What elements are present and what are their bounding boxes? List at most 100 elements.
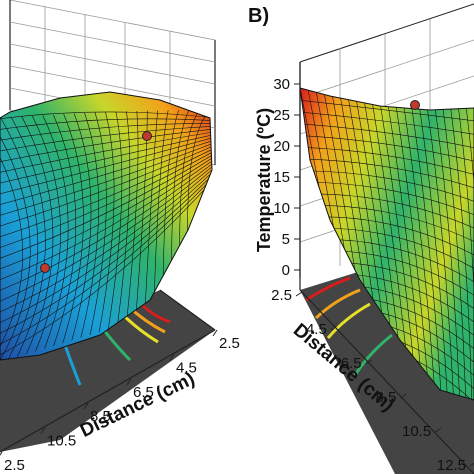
mesh-line	[449, 105, 473, 400]
panel-b-z-axis: 0 5 10 15 20 25 30 Temperature (ºC)	[254, 62, 301, 290]
mesh-line	[98, 111, 115, 333]
x-tick-mark	[295, 291, 303, 297]
mesh-line	[52, 114, 77, 347]
mesh-line	[0, 175, 212, 350]
mesh-line	[0, 128, 212, 164]
x-tick-label: 10.5	[47, 433, 76, 450]
z-tick-label: 10	[273, 200, 290, 217]
mesh-line	[21, 116, 54, 355]
mesh-line	[11, 117, 46, 357]
mesh-line	[126, 110, 139, 325]
data-point	[142, 131, 152, 141]
mesh-line	[71, 113, 92, 341]
mesh-line	[0, 111, 212, 121]
x-tick-mark	[400, 393, 407, 399]
mesh-line	[80, 112, 99, 338]
x-tick-mark	[126, 378, 132, 386]
z-tick-label: 20	[273, 138, 290, 155]
panel-b-zlabel: Temperature (ºC)	[254, 108, 274, 252]
mesh-line	[402, 99, 438, 400]
mesh-line	[300, 170, 474, 204]
x-tick-mark	[0, 451, 3, 456]
mesh-line	[107, 111, 123, 330]
mesh-line	[0, 158, 212, 284]
panel-a-mesh	[0, 109, 212, 360]
mesh-line	[0, 166, 212, 317]
panel-b-label: B)	[248, 5, 269, 27]
mesh-line	[0, 147, 212, 241]
mesh-line	[42, 115, 69, 349]
z-tick-label: 30	[273, 76, 290, 93]
mesh-line	[144, 110, 159, 319]
mesh-line	[465, 107, 474, 400]
mesh-line	[0, 169, 212, 328]
mesh-line	[0, 177, 212, 360]
mesh-line	[300, 111, 474, 136]
mesh-line	[0, 119, 23, 360]
mesh-line	[62, 113, 84, 344]
x-tick-label: 2.5	[219, 335, 240, 352]
mesh-line	[300, 182, 474, 218]
mesh-line	[135, 110, 148, 322]
mesh-line	[300, 158, 474, 191]
x-tick-label: 6.5	[133, 384, 154, 401]
panel-b: B)	[248, 3, 474, 474]
panel-a-points	[40, 131, 152, 273]
x-tick-mark	[169, 354, 175, 361]
mesh-line	[0, 136, 212, 197]
mesh-line	[0, 131, 212, 175]
x-tick-mark	[469, 462, 474, 467]
mesh-line	[426, 102, 455, 400]
mesh-line	[0, 153, 212, 263]
mesh-line	[442, 104, 467, 400]
x-tick-mark	[365, 359, 372, 365]
mesh-line	[116, 111, 131, 327]
mesh-line	[434, 103, 461, 400]
x-tick-label: 4.5	[306, 321, 327, 338]
x-tick-label: 8.5	[90, 408, 111, 425]
mesh-line	[0, 142, 212, 219]
mesh-line	[0, 144, 212, 230]
mesh-line	[0, 150, 212, 252]
mesh-line	[0, 123, 212, 143]
data-point	[410, 100, 420, 110]
x-tick-mark	[434, 427, 442, 433]
mesh-line	[0, 118, 39, 360]
x-tick-mark	[330, 325, 338, 331]
mesh-line	[0, 155, 212, 274]
mesh-line	[89, 112, 107, 336]
mesh-line	[394, 98, 432, 400]
panel-a-surface	[0, 91, 213, 361]
data-point	[40, 263, 50, 273]
mesh-line	[0, 172, 212, 339]
x-tick-mark	[40, 427, 46, 434]
z-tick-label: 15	[273, 169, 290, 186]
z-tick-label: 0	[282, 262, 290, 279]
x-tick-mark	[212, 329, 218, 337]
x-tick-label: 4.5	[176, 359, 197, 376]
mesh-line	[153, 110, 169, 316]
mesh-line	[300, 134, 474, 163]
panel-b-points	[410, 100, 420, 110]
mesh-line	[0, 118, 212, 132]
z-tick-label: 25	[273, 107, 290, 124]
mesh-line	[457, 106, 474, 400]
x-tick-label: 8.5	[376, 389, 397, 406]
mesh-line	[0, 134, 212, 186]
x-tick-label: 10.5	[402, 423, 431, 440]
x-tick-label: 2.5	[271, 287, 292, 304]
mesh-line	[300, 146, 474, 177]
mesh-line	[0, 125, 212, 154]
z-tick-label: 5	[282, 231, 290, 248]
mesh-line	[410, 100, 444, 400]
mesh-line	[32, 115, 61, 352]
mesh-line	[418, 101, 449, 400]
mesh-line	[0, 164, 212, 306]
mesh-line	[0, 161, 212, 295]
x-tick-label: 6.5	[341, 355, 362, 372]
x-tick-mark	[83, 402, 89, 410]
x-tick-label: 2.5	[4, 457, 25, 474]
mesh-line	[300, 123, 474, 150]
mesh-line	[0, 118, 31, 360]
